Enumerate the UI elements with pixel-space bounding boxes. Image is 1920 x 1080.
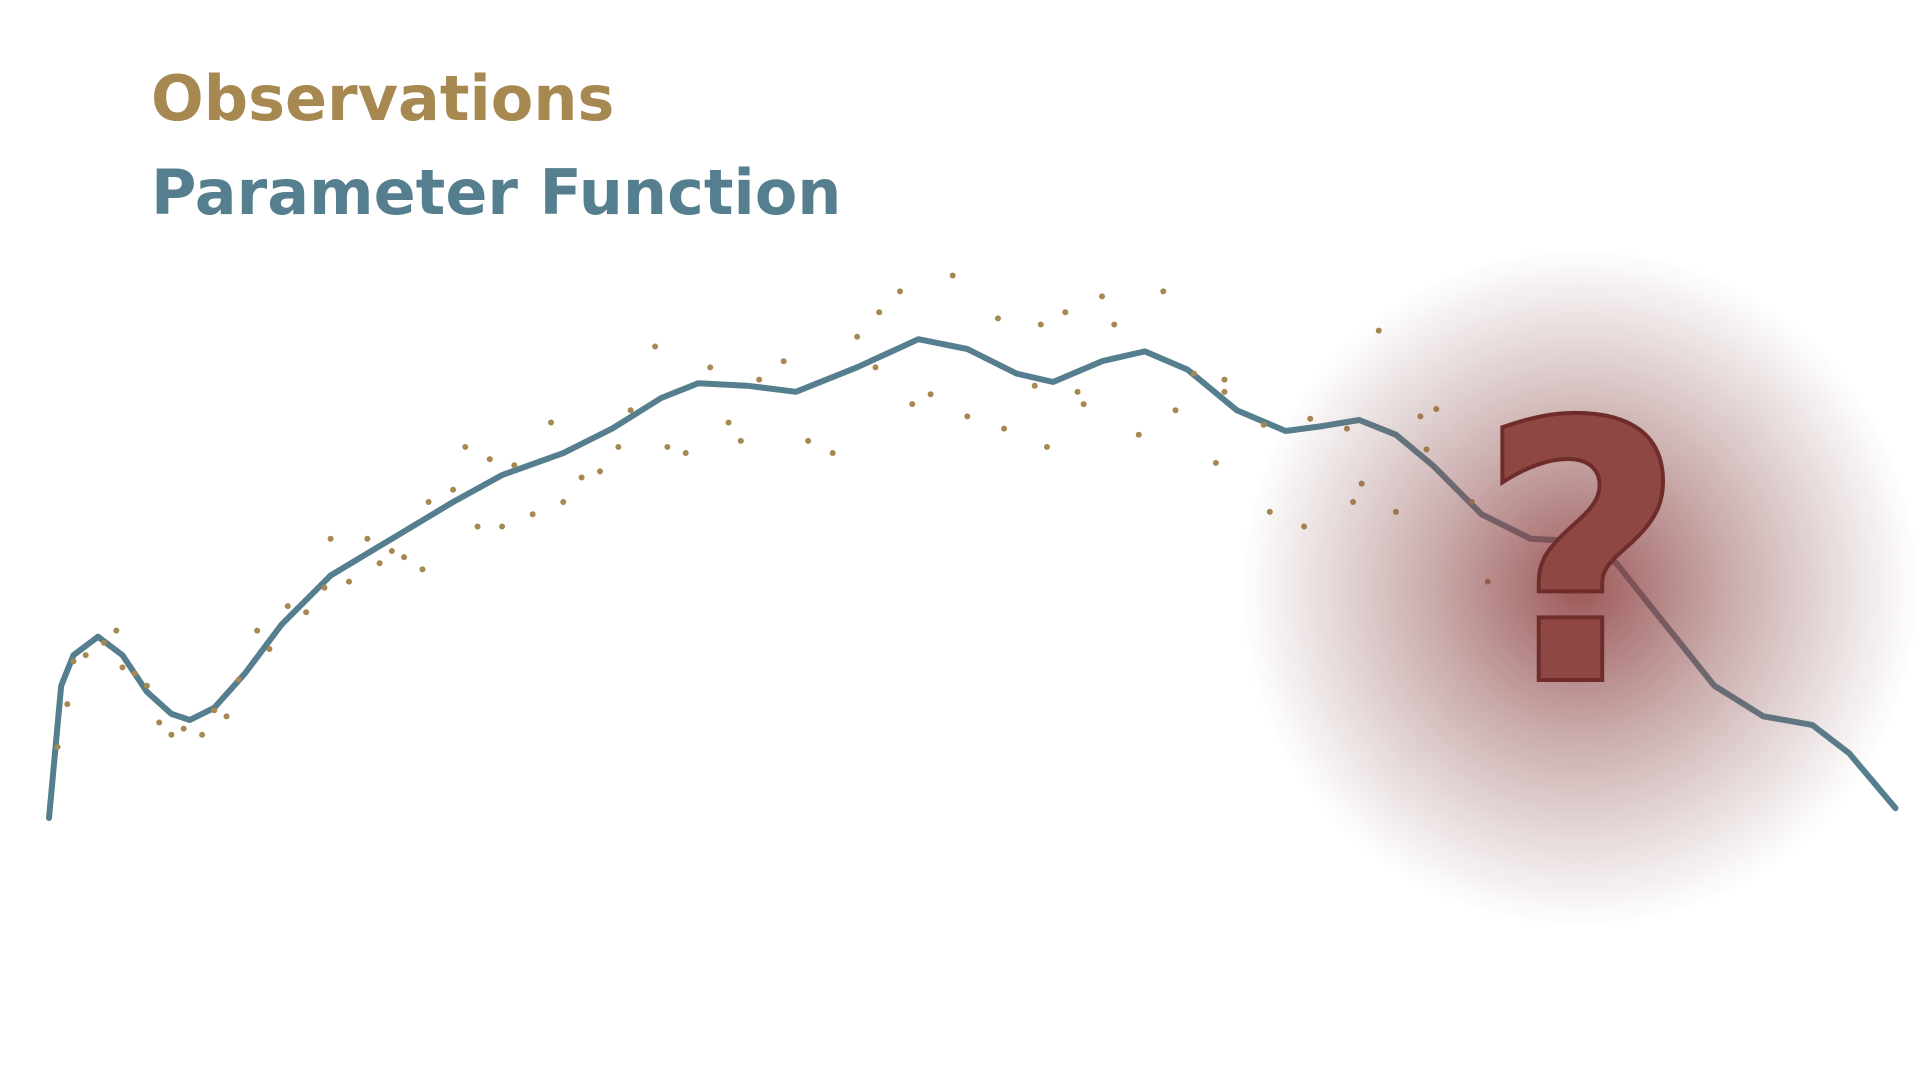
observation-dot (425, 499, 432, 506)
observation-dot (376, 560, 383, 567)
observation-dot (156, 719, 163, 726)
observation-dot (1099, 293, 1106, 300)
observation-dot (1135, 431, 1142, 438)
observation-dot (1074, 388, 1081, 395)
observation-dot (450, 486, 457, 493)
observation-dot (345, 578, 352, 585)
observation-dot (143, 682, 150, 689)
question-mark: ? (1478, 346, 1687, 765)
observation-dot (854, 333, 861, 340)
observation-dot (486, 456, 493, 463)
observation-dot (119, 664, 126, 671)
observation-dot (548, 419, 555, 426)
observation-dot (1111, 321, 1118, 328)
observation-dot (401, 554, 408, 561)
observation-dot (805, 437, 812, 444)
observation-dot (419, 566, 426, 573)
observation-dot (266, 645, 273, 652)
observation-dot (664, 443, 671, 450)
observation-dot (560, 499, 567, 506)
observation-dot (321, 584, 328, 591)
observation-dot (64, 701, 71, 708)
observation-dot (949, 272, 956, 279)
observation-dot (1190, 370, 1197, 377)
observation-dot (113, 627, 120, 634)
observation-dot (829, 450, 836, 457)
observation-dot (1031, 382, 1038, 389)
observation-dot (303, 609, 310, 616)
observation-dot (927, 391, 934, 398)
observation-dot (1062, 309, 1069, 316)
observation-dot (1080, 401, 1087, 408)
legend-observations: Observations (151, 62, 614, 135)
observation-dot (180, 725, 187, 732)
observation-dot (780, 358, 787, 365)
observation-dot (597, 468, 603, 475)
legend-parameter-function: Parameter Function (151, 156, 841, 229)
observation-dot (254, 627, 261, 634)
observation-dot (168, 731, 175, 738)
observation-dot (499, 523, 506, 530)
observation-dot (627, 407, 634, 414)
observation-dot (682, 450, 689, 457)
observation-dot (131, 670, 138, 677)
observation-dot (1001, 425, 1008, 432)
observation-dot (909, 401, 916, 408)
uncertainty-glow (1240, 248, 1920, 928)
observation-dot (897, 288, 903, 295)
observation-dot (101, 639, 108, 646)
observation-dot (1221, 376, 1228, 383)
observation-dot (964, 413, 971, 420)
observation-dot (388, 548, 395, 555)
observation-dot (1221, 388, 1228, 395)
observation-dot (462, 443, 469, 450)
observation-dot (994, 315, 1001, 322)
observation-dot (511, 462, 518, 469)
observation-dot (235, 676, 242, 683)
observation-dot (1172, 407, 1179, 414)
observation-dot (82, 652, 89, 659)
observation-dot (1037, 321, 1044, 328)
observation-dot (199, 731, 206, 738)
observation-dot (737, 437, 744, 444)
observation-dot (529, 511, 536, 518)
observation-dot (1160, 288, 1167, 295)
observation-dot (872, 364, 879, 371)
observation-dot (652, 343, 659, 350)
observation-dot (1212, 459, 1219, 466)
observation-dot (615, 443, 622, 450)
observation-dot (707, 364, 714, 371)
observation-dot (54, 743, 61, 750)
observation-dot (725, 419, 732, 426)
observation-dot (578, 474, 585, 481)
observation-dot (327, 535, 334, 542)
observation-dot (284, 603, 291, 610)
observation-dot (756, 376, 763, 383)
observation-dot (1043, 443, 1050, 450)
observation-dot (364, 535, 371, 542)
observation-dot (1260, 421, 1267, 428)
observation-dot (223, 713, 230, 720)
observation-dot (70, 658, 77, 665)
observation-dot (211, 707, 218, 714)
observation-dot (876, 309, 883, 316)
observation-dot (474, 523, 481, 530)
